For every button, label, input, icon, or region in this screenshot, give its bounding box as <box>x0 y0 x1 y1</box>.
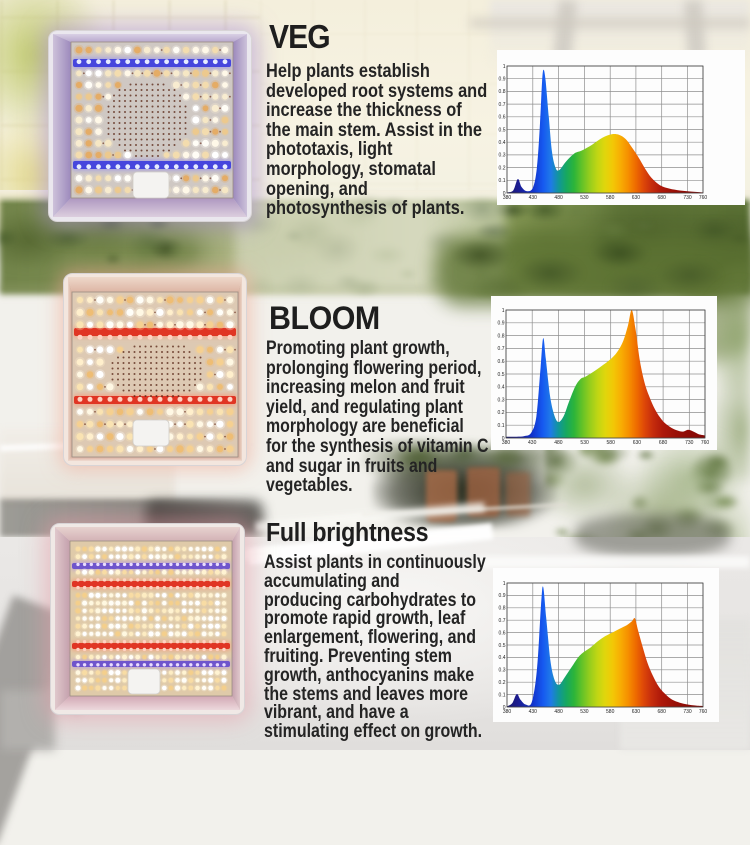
svg-text:0.7: 0.7 <box>499 618 506 624</box>
svg-text:530: 530 <box>580 195 589 201</box>
svg-text:430: 430 <box>528 440 537 446</box>
svg-text:0.5: 0.5 <box>499 127 506 133</box>
svg-text:630: 630 <box>632 709 641 715</box>
svg-text:0.2: 0.2 <box>499 680 506 686</box>
svg-text:530: 530 <box>580 440 589 446</box>
svg-text:0.1: 0.1 <box>499 178 506 184</box>
svg-text:580: 580 <box>606 195 615 201</box>
svg-text:1: 1 <box>503 581 506 587</box>
svg-text:480: 480 <box>554 195 563 201</box>
svg-text:0.9: 0.9 <box>499 593 506 599</box>
svg-text:760: 760 <box>699 195 708 201</box>
svg-text:730: 730 <box>683 709 692 715</box>
svg-text:760: 760 <box>701 440 710 446</box>
svg-text:380: 380 <box>503 709 512 715</box>
svg-text:0: 0 <box>503 705 506 711</box>
svg-text:0.3: 0.3 <box>498 397 505 403</box>
svg-text:0.8: 0.8 <box>499 606 506 612</box>
svg-text:0.4: 0.4 <box>499 655 506 661</box>
svg-text:0.8: 0.8 <box>499 89 506 95</box>
svg-text:0: 0 <box>503 191 506 197</box>
svg-text:0.4: 0.4 <box>499 140 506 146</box>
svg-text:0.6: 0.6 <box>499 115 506 121</box>
svg-text:0.5: 0.5 <box>499 643 506 649</box>
svg-text:430: 430 <box>529 195 538 201</box>
svg-text:0.6: 0.6 <box>498 359 505 365</box>
svg-text:580: 580 <box>606 709 615 715</box>
svg-text:760: 760 <box>699 709 708 715</box>
svg-text:0.3: 0.3 <box>499 153 506 159</box>
svg-text:0.8: 0.8 <box>498 333 505 339</box>
svg-text:480: 480 <box>554 440 563 446</box>
svg-text:0.7: 0.7 <box>498 346 505 352</box>
svg-text:730: 730 <box>685 440 694 446</box>
svg-text:380: 380 <box>502 440 511 446</box>
svg-text:430: 430 <box>529 709 538 715</box>
svg-text:1: 1 <box>502 308 505 314</box>
svg-text:1: 1 <box>503 64 506 70</box>
svg-text:580: 580 <box>607 440 616 446</box>
svg-text:680: 680 <box>658 709 667 715</box>
svg-text:0.1: 0.1 <box>499 692 506 698</box>
svg-text:0: 0 <box>502 436 505 442</box>
svg-text:480: 480 <box>554 709 563 715</box>
svg-text:380: 380 <box>503 195 512 201</box>
svg-text:0.2: 0.2 <box>498 410 505 416</box>
svg-text:680: 680 <box>659 440 668 446</box>
svg-text:0.9: 0.9 <box>499 77 506 83</box>
svg-text:730: 730 <box>683 195 692 201</box>
svg-text:0.5: 0.5 <box>498 372 505 378</box>
svg-text:0.9: 0.9 <box>498 321 505 327</box>
svg-text:530: 530 <box>580 709 589 715</box>
svg-text:0.3: 0.3 <box>499 668 506 674</box>
svg-text:0.4: 0.4 <box>498 385 505 391</box>
svg-text:630: 630 <box>633 440 642 446</box>
svg-text:0.6: 0.6 <box>499 630 506 636</box>
svg-text:0.1: 0.1 <box>498 423 505 429</box>
svg-text:0.7: 0.7 <box>499 102 506 108</box>
svg-text:630: 630 <box>632 195 641 201</box>
svg-text:680: 680 <box>658 195 667 201</box>
svg-text:0.2: 0.2 <box>499 165 506 171</box>
